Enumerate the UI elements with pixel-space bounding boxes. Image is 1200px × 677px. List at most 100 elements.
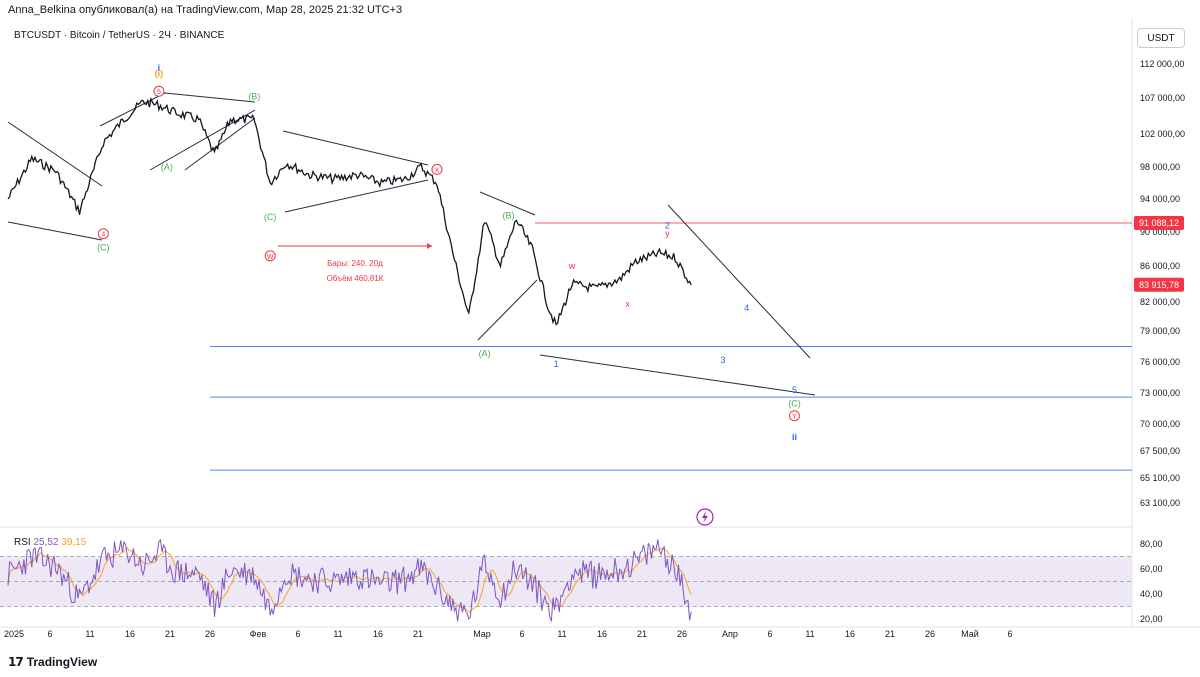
wave-label: x [625, 299, 630, 309]
time-tick-label: 21 [637, 629, 647, 639]
publish-info: опубликовал(а) на TradingView.com, Мар 2… [78, 4, 403, 16]
measure-tool: Бары: 240, 20д Объём 460,81К [278, 243, 432, 283]
trend-line [539, 354, 816, 396]
time-tick-label: 11 [557, 629, 566, 639]
wave-label: (C) [97, 242, 110, 252]
time-axis[interactable]: 2025 6 11 16 21 26 Фев 6 11 16 21 Мар 6 11 16 21 26 Апр 6 1… [4, 629, 1013, 639]
rsi-tick-label: 80,00 [1140, 539, 1163, 549]
wave-label: (C) [788, 398, 801, 408]
price-tick-label: 70 000,00 [1140, 419, 1180, 429]
time-tick-label: 6 [519, 629, 524, 639]
time-tick-label: Апр [722, 629, 738, 639]
wave-label: 5 [157, 89, 161, 96]
price-tick-label: 107 000,00 [1140, 93, 1185, 103]
tv-logo-icon: 17 [8, 655, 24, 669]
wave-label: (B) [248, 92, 260, 102]
wave-label: (i) [155, 69, 164, 79]
wave-label: 3 [720, 355, 725, 365]
horizontal-levels [210, 222, 1132, 471]
price-tick-label: 102 000,00 [1140, 129, 1185, 139]
rsi-ma-line [7, 546, 692, 613]
wave-label: 4 [744, 303, 749, 313]
wave-label: W [267, 254, 274, 261]
author-name[interactable]: Anna_Belkina [8, 4, 76, 16]
symbol-legend[interactable]: BTCUSDT · Bitcoin / TetherUS · 2Ч · BINA… [14, 30, 225, 41]
trend-line [7, 121, 103, 187]
misc [696, 508, 714, 526]
wave-label: 5 [792, 385, 797, 395]
price-tick-label: 65 100,00 [1140, 473, 1180, 483]
wave-label: Y [792, 414, 797, 421]
price-tick-label: 90 000,00 [1140, 227, 1180, 237]
price-tick-label: 63 100,00 [1140, 498, 1180, 508]
trend-line [667, 204, 811, 359]
time-tick-label: Фев [250, 629, 267, 639]
wave-label: ii [792, 432, 797, 442]
time-tick-label: 6 [767, 629, 772, 639]
time-tick-label: 6 [295, 629, 300, 639]
time-tick-label: Мар [473, 629, 491, 639]
price-tick-label: 67 500,00 [1140, 446, 1180, 456]
time-tick-label: 21 [413, 629, 423, 639]
wave-label-circle [788, 410, 800, 422]
wave-label: (C) [264, 212, 277, 222]
time-tick-label: 11 [85, 629, 94, 639]
price-tick-label: 73 000,00 [1140, 388, 1180, 398]
wave-label: (A) [479, 349, 491, 359]
wave-label: 4 [101, 232, 105, 239]
time-tick-label: 21 [165, 629, 175, 639]
wave-label: (A) [161, 162, 173, 172]
time-tick-label: 11 [333, 629, 342, 639]
trend-line [284, 179, 429, 213]
price-tick-label: 112 000,00 [1140, 59, 1184, 69]
time-tick-label: Май [961, 629, 979, 639]
wave-label: 2 [665, 220, 670, 230]
resistance-price-badge-text: 91 088,12 [1139, 218, 1179, 228]
rsi-legend[interactable]: RSI 25,52 39,15 [14, 537, 86, 548]
wave-label-circle [153, 85, 165, 97]
time-tick-label: 26 [677, 629, 687, 639]
wave-label: (B) [502, 211, 514, 221]
trend-line [477, 279, 538, 341]
trend-lines [7, 92, 816, 396]
price-tick-label: 79 000,00 [1140, 326, 1180, 336]
trend-line [184, 117, 256, 171]
wave-label: y [665, 229, 670, 239]
wave-labels: (i)i 5 (B) (A) 4 (C) (C) W X (B) (A) w x y2 1 3 4 5 (C) Yii [97, 63, 801, 442]
last-price-badge [1134, 277, 1184, 292]
rsi-name: RSI [14, 537, 31, 548]
tradingview-logo[interactable]: 17 TradingView [8, 655, 97, 669]
measure-arrow-head [427, 243, 432, 249]
wave-label-circle [264, 250, 276, 262]
time-tick-label: 26 [205, 629, 215, 639]
price-series [7, 96, 692, 326]
rsi-line [7, 538, 692, 623]
publish-header: Anna_Belkina опубликовал(а) на TradingVi… [8, 4, 402, 16]
measure-volume-text: Объём 460,81К [327, 274, 384, 283]
last-price-badge-text: 83 915,78 [1139, 280, 1179, 290]
currency-button[interactable]: USDT [1137, 28, 1185, 48]
wave-label-circle [97, 228, 109, 240]
price-axis[interactable]: 112 000,00 107 000,00 102 000,00 98 000,00 9… [1134, 59, 1185, 624]
rsi-value: 25,52 [33, 537, 59, 548]
time-tick-label: 16 [597, 629, 607, 639]
time-tick-label: 21 [885, 629, 895, 639]
lightning-icon-glyph [702, 511, 708, 523]
trend-line [164, 92, 256, 103]
price-tick-label: 94 000,00 [1140, 194, 1180, 204]
rsi-tick-label: 40,00 [1140, 589, 1163, 599]
time-tick-label: 16 [125, 629, 135, 639]
rsi-tick-label: 60,00 [1140, 564, 1163, 574]
time-tick-label: 6 [1007, 629, 1012, 639]
price-tick-label: 82 000,00 [1140, 297, 1180, 307]
trend-line [99, 92, 166, 127]
trend-line [282, 130, 429, 166]
time-tick-label: 2025 [4, 629, 24, 639]
rsi-tick-label: 20,00 [1140, 614, 1163, 624]
rsi-pane [0, 538, 1132, 623]
time-tick-label: 26 [925, 629, 935, 639]
wave-label: i [158, 63, 161, 73]
chart-grid [0, 18, 1200, 628]
resistance-price-badge [1134, 216, 1184, 231]
